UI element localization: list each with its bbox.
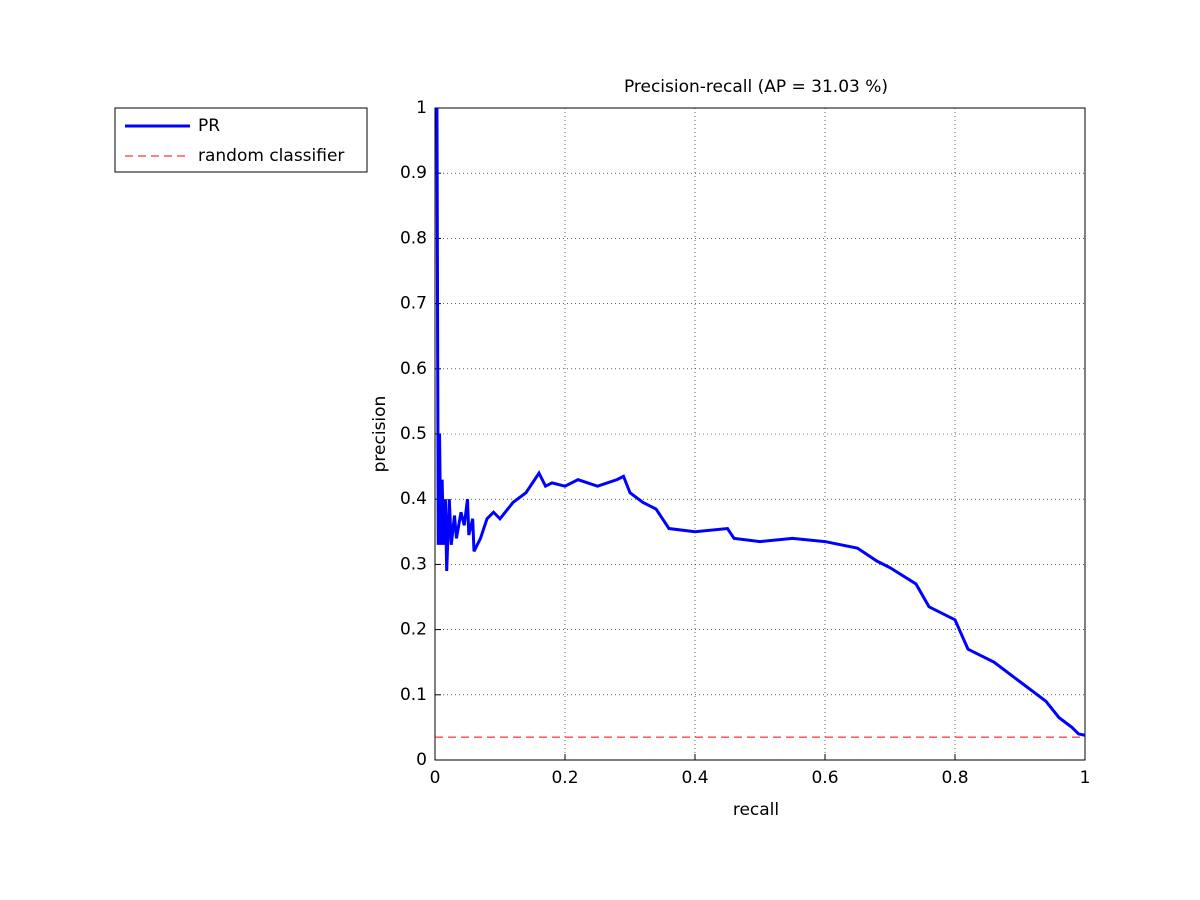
- chart-title: Precision-recall (AP = 31.03 %): [624, 77, 888, 97]
- y-tick-label: 0.3: [400, 554, 427, 574]
- x-tick-label: 0.4: [681, 768, 708, 788]
- y-tick-label: 0.6: [400, 359, 427, 379]
- x-tick-label: 1: [1080, 768, 1091, 788]
- legend-box: [114, 107, 368, 173]
- y-axis-label: precision: [370, 396, 390, 473]
- y-tick-label: 0.5: [400, 424, 427, 444]
- y-tick-label: 0.8: [400, 228, 427, 248]
- y-tick-label: 0.4: [400, 489, 427, 509]
- legend-label: PR: [198, 116, 220, 136]
- series-line: [435, 107, 1086, 737]
- y-tick-label: 0.9: [400, 163, 427, 183]
- x-axis-label: recall: [733, 800, 779, 820]
- x-tick-label: 0.6: [811, 768, 838, 788]
- x-tick-label: 0: [430, 768, 441, 788]
- x-tick-label: 0.8: [941, 768, 968, 788]
- y-tick-label: 0.7: [400, 294, 427, 314]
- x-tick-label: 0.2: [551, 768, 578, 788]
- y-tick-label: 0.1: [400, 685, 427, 705]
- y-tick-label: 1: [416, 98, 427, 118]
- y-tick-label: 0: [416, 750, 427, 770]
- legend-label: random classifier: [198, 146, 344, 166]
- axes-frame: [434, 107, 1086, 761]
- y-tick-label: 0.2: [400, 620, 427, 640]
